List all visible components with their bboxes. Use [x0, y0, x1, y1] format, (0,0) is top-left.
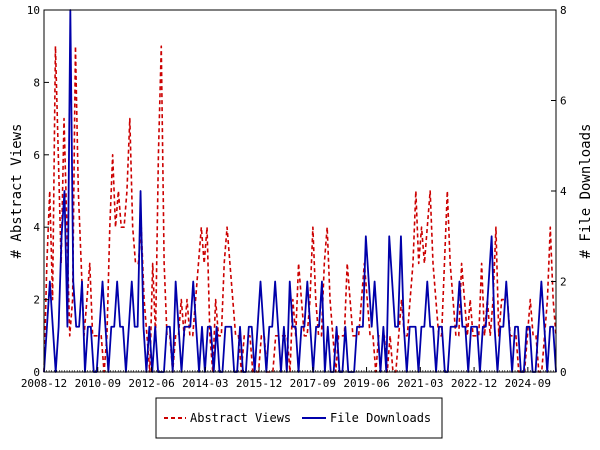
left-tick-label-2: 4: [33, 221, 40, 234]
left-tick-label-5: 10: [27, 4, 40, 17]
right-tick-label-3: 6: [560, 95, 567, 108]
x-tick-label-0: 2008-12: [21, 377, 67, 390]
x-tick-label-2: 2012-06: [128, 377, 174, 390]
x-axis-ticks: 2008-12 2010-09 2012-06 2014-03 2015-12 2017-…: [21, 367, 557, 390]
series-line-file-downloads: [43, 9, 557, 373]
right-tick-label-0: 0: [560, 366, 567, 379]
legend: Abstract Views File Downloads: [155, 397, 443, 439]
right-tick-label-1: 2: [560, 276, 567, 289]
x-tick-label-5: 2017-09: [290, 377, 336, 390]
left-tick-label-0: 0: [33, 366, 40, 379]
left-tick-label-1: 2: [33, 294, 40, 307]
x-tick-label-6: 2019-06: [343, 377, 389, 390]
x-tick-label-9: 2024-09: [505, 377, 551, 390]
x-tick-label-3: 2014-03: [182, 377, 228, 390]
left-tick-label-4: 8: [33, 76, 40, 89]
x-tick-label-8: 2022-12: [451, 377, 497, 390]
right-tick-label-2: 4: [560, 185, 567, 198]
left-tick-label-3: 6: [33, 149, 40, 162]
x-tick-label-4: 2015-12: [236, 377, 282, 390]
plot-frame: [43, 9, 557, 373]
legend-label-file-downloads: File Downloads: [330, 411, 431, 425]
left-axis-title: # Abstract Views: [9, 124, 25, 259]
right-axis-title: # File Downloads: [578, 124, 594, 259]
left-axis-ticks: 0 2 4 6 8 10: [27, 4, 49, 379]
x-tick-label-1: 2010-09: [75, 377, 121, 390]
series-layer: [43, 9, 557, 373]
legend-box: [155, 397, 443, 439]
legend-label-abstract-views: Abstract Views: [190, 411, 291, 425]
right-tick-label-4: 8: [560, 4, 567, 17]
x-tick-label-7: 2021-03: [397, 377, 443, 390]
series-line-abstract-views: [43, 45, 557, 373]
